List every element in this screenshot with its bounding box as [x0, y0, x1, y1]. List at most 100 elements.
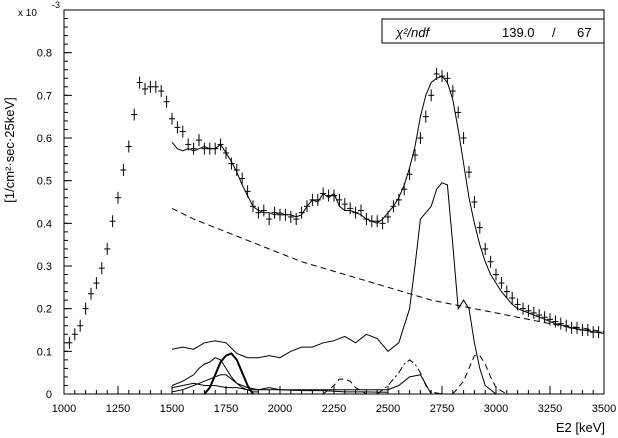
- data-point: [341, 198, 348, 211]
- data-point: [363, 213, 370, 226]
- data-point: [244, 185, 251, 198]
- x-tick-label: 1500: [160, 403, 184, 415]
- y-tick-label: 0.2: [37, 304, 52, 316]
- stat-box-ndf: 67: [577, 25, 591, 40]
- x-tick-label: 2250: [322, 403, 346, 415]
- data-point: [93, 277, 100, 290]
- data-point: [314, 193, 321, 206]
- x-tick-label: 3000: [484, 403, 508, 415]
- data-point: [547, 313, 553, 326]
- data-point: [455, 106, 462, 119]
- stat-box: χ²/ndf 139.0 / 67: [381, 18, 605, 44]
- data-point: [125, 140, 132, 153]
- data-point: [379, 217, 386, 230]
- x-tick-label: 3500: [592, 403, 616, 415]
- data-point: [239, 172, 246, 185]
- data-point: [368, 215, 375, 228]
- data-point: [493, 268, 499, 281]
- plot-frame: [63, 9, 605, 395]
- data-point: [304, 200, 310, 213]
- y-tick-label: 0.1: [37, 346, 52, 358]
- data-point: [568, 321, 575, 334]
- data-point: [509, 292, 516, 304]
- x-tick-label: 2000: [268, 403, 292, 415]
- y-tick-label: 0.7: [37, 90, 52, 102]
- points-layer: [66, 68, 602, 349]
- stat-box-label: χ²/ndf: [395, 25, 430, 40]
- data-point: [439, 70, 445, 83]
- data-point: [352, 206, 359, 219]
- data-point: [98, 262, 105, 275]
- data-point: [331, 189, 337, 202]
- data-point: [255, 206, 262, 219]
- data-point: [115, 191, 121, 204]
- data-point: [428, 89, 435, 102]
- data-point: [385, 210, 391, 223]
- data-point: [287, 210, 294, 223]
- data-point: [449, 85, 456, 98]
- data-point: [417, 132, 424, 144]
- data-point: [552, 315, 559, 328]
- data-point: [185, 138, 192, 151]
- data-point: [422, 110, 429, 123]
- data-point: [71, 328, 78, 341]
- data-point: [277, 208, 283, 221]
- data-point: [466, 166, 472, 179]
- data-point: [325, 189, 332, 202]
- data-point: [412, 149, 418, 162]
- data-point: [584, 324, 591, 336]
- series-line-6: [203, 352, 254, 395]
- data-point: [590, 326, 597, 339]
- series-line-9: [452, 355, 508, 395]
- data-point: [77, 319, 84, 332]
- series-line-5: [171, 374, 389, 393]
- y-multiplier-exponent: -3: [52, 0, 60, 10]
- data-point: [228, 157, 235, 170]
- series-line-3: [171, 182, 497, 395]
- data-point: [358, 204, 364, 217]
- data-point: [82, 302, 89, 315]
- data-point: [476, 221, 483, 234]
- x-tick-label: 1750: [214, 403, 238, 415]
- y-tick-label: 0.3: [37, 261, 52, 273]
- series-line-7: [376, 359, 443, 395]
- y-tick-label: 0: [46, 389, 52, 401]
- data-point: [347, 202, 354, 215]
- data-point: [260, 204, 267, 217]
- data-point: [223, 146, 229, 159]
- x-tick-label: 3250: [538, 403, 562, 415]
- data-point: [336, 193, 343, 206]
- data-point: [498, 277, 505, 290]
- data-point: [574, 321, 580, 334]
- data-point: [401, 183, 408, 196]
- data-point: [158, 85, 165, 98]
- data-point: [395, 193, 402, 206]
- data-point: [579, 324, 586, 336]
- data-point: [374, 215, 381, 228]
- data-point: [595, 326, 602, 339]
- data-point: [174, 121, 181, 134]
- x-tick-label: 2500: [376, 403, 400, 415]
- series-line-2: [171, 207, 605, 333]
- data-point: [503, 285, 510, 298]
- data-point: [536, 309, 543, 322]
- data-point: [131, 108, 138, 121]
- data-point: [460, 132, 467, 144]
- data-point: [271, 206, 278, 219]
- data-point: [444, 72, 451, 85]
- x-axis-label: E2 [keV]: [556, 420, 605, 435]
- stat-box-chi2: 139.0: [502, 25, 535, 40]
- data-point: [136, 76, 143, 89]
- data-point: [169, 112, 175, 125]
- data-point: [320, 187, 327, 200]
- data-point: [196, 134, 202, 147]
- data-point: [309, 193, 316, 206]
- data-point: [66, 336, 73, 349]
- data-point: [120, 164, 127, 176]
- data-point: [217, 138, 224, 151]
- y-multiplier: x 10: [18, 8, 37, 19]
- series-line-8: [322, 378, 367, 395]
- data-point: [293, 213, 300, 226]
- data-point: [525, 304, 532, 317]
